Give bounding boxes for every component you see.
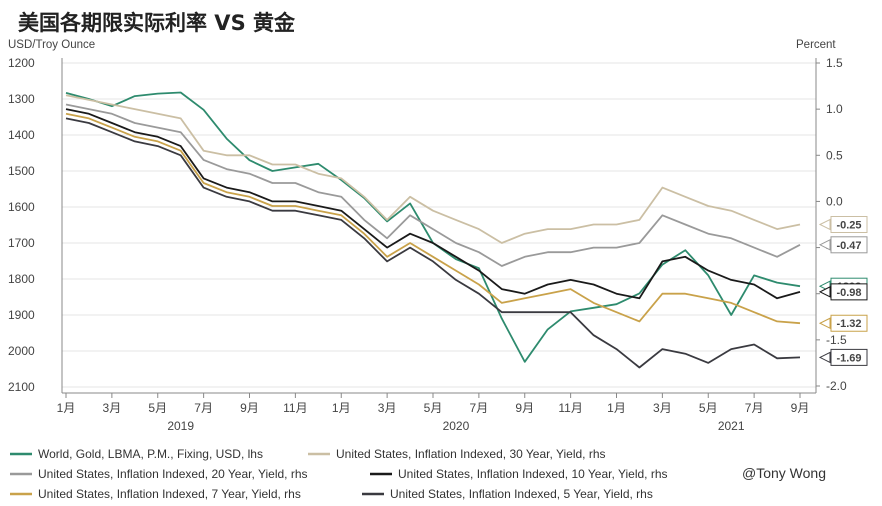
right-tick-label: 0.5 — [826, 148, 843, 162]
x-tick-label: 9月 — [515, 401, 534, 415]
right-tick-label: -1.5 — [826, 333, 847, 347]
end-label-pointer — [818, 238, 831, 251]
left-tick-label: 1500 — [8, 164, 35, 178]
legend: World, Gold, LBMA, P.M., Fixing, USD, lh… — [10, 447, 668, 501]
left-tick-label: 2000 — [8, 344, 35, 358]
x-tick-label: 7月 — [194, 401, 213, 415]
right-tick-label: -2.0 — [826, 379, 847, 393]
right-tick-label: 0.0 — [826, 194, 843, 208]
right-tick-label: 1.5 — [826, 56, 843, 70]
end-label-box — [830, 216, 868, 233]
x-tick-label: 3月 — [103, 401, 122, 415]
right-axis-label: Percent — [796, 39, 836, 51]
series-lines — [65, 91, 801, 369]
end-label-text: -0.47 — [836, 240, 861, 252]
left-tick-label: 1900 — [8, 308, 35, 322]
x-tick-label: 11月 — [558, 401, 582, 415]
x-tick-label: 7月 — [470, 401, 489, 415]
end-label-box — [830, 283, 868, 301]
legend-label: United States, Inflation Indexed, 10 Yea… — [398, 467, 668, 481]
left-axis-ticks: 1200 1300 1400 1500 1600 1700 1800 1900 2000 2100 — [8, 56, 35, 394]
right-tick-label: 1.0 — [826, 102, 843, 116]
x-year-label: 2021 — [718, 419, 745, 433]
left-tick-label: 1200 — [8, 56, 35, 70]
x-tick-label: 1月 — [607, 401, 626, 415]
series-line-3 — [65, 108, 801, 300]
gridlines — [62, 62, 816, 388]
x-tick-label: 5月 — [424, 401, 443, 415]
x-tick-label: 7月 — [745, 401, 764, 415]
series-line-5 — [65, 117, 801, 369]
x-axis-ticks: 1月 3月 5月 7月 9月 11月 1月 3月 5月 7月 9月 11月 1月 3月 5月 7月 9月 2019… — [57, 393, 810, 433]
series-line-2 — [65, 103, 801, 267]
left-axis-label: USD/Troy Ounce — [8, 39, 95, 51]
end-label-pointer — [818, 286, 831, 298]
left-tick-label: 1600 — [8, 200, 35, 214]
end-label-pointer — [818, 218, 831, 231]
chart-title: 美国各期限实际利率 VS 黄金 — [18, 11, 296, 35]
legend-label: United States, Inflation Indexed, 30 Yea… — [336, 447, 606, 461]
legend-label: United States, Inflation Indexed, 5 Year… — [390, 487, 653, 501]
end-label-pointer — [818, 317, 831, 330]
end-label-text: -1.32 — [836, 318, 861, 330]
end-label-box — [830, 314, 868, 332]
end-label-box — [830, 348, 868, 366]
end-label-pointer — [818, 351, 831, 364]
end-label-text: -0.98 — [836, 287, 861, 299]
watermark: @Tony Wong — [742, 465, 826, 481]
left-tick-label: 1800 — [8, 272, 35, 286]
left-tick-label: 2100 — [8, 380, 35, 394]
x-tick-label: 9月 — [791, 401, 810, 415]
end-label-text: -1.69 — [836, 352, 861, 364]
series-line-4 — [65, 112, 801, 325]
x-tick-label: 3月 — [653, 401, 672, 415]
left-tick-label: 1700 — [8, 236, 35, 250]
x-tick-label: 3月 — [378, 401, 397, 415]
end-label-box — [830, 236, 868, 254]
x-tick-label: 9月 — [240, 401, 259, 415]
legend-label: United States, Inflation Indexed, 20 Yea… — [38, 467, 308, 481]
x-tick-label: 11月 — [283, 401, 307, 415]
legend-label: World, Gold, LBMA, P.M., Fixing, USD, lh… — [38, 447, 263, 461]
x-tick-label: 5月 — [699, 401, 718, 415]
end-label-text: -0.25 — [836, 220, 861, 232]
series-line-1 — [65, 94, 801, 244]
x-year-label: 2020 — [443, 419, 470, 433]
left-tick-label: 1400 — [8, 128, 35, 142]
end-labels: 1802-0.25-0.47-0.98-1.32-1.69 — [818, 216, 868, 366]
left-tick-label: 1300 — [8, 92, 35, 106]
x-tick-label: 5月 — [148, 401, 167, 415]
x-tick-label: 1月 — [57, 401, 76, 415]
x-year-label: 2019 — [167, 419, 194, 433]
x-tick-label: 1月 — [332, 401, 351, 415]
legend-label: United States, Inflation Indexed, 7 Year… — [38, 487, 301, 501]
